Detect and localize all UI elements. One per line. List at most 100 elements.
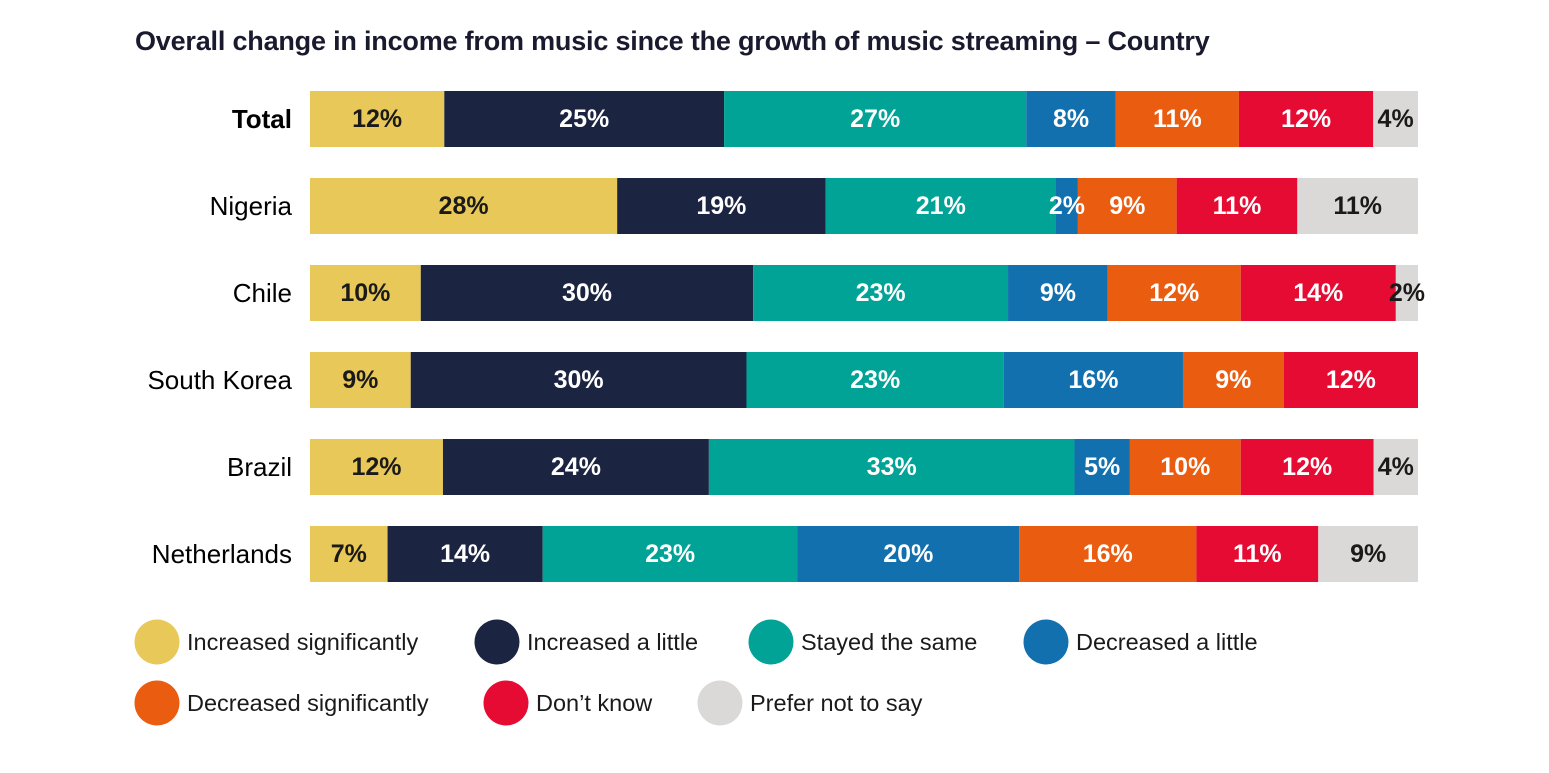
bar-segment-south-korea-don-t-know [1283,352,1418,408]
legend-label-don-t-know: Don’t know [536,690,653,716]
legend-label-increased-significantly: Increased significantly [187,629,418,655]
bar-segment-south-korea-increased-a-little [410,352,747,408]
labels-layer: Total 12% 25% 27% 8% 11% 12% 4% Nigeria 28% 19% 21%… [147,104,1425,569]
bar-segment-nigeria-decreased-a-little [1055,178,1078,234]
bar-segment-south-korea-stayed-the-same [746,352,1004,408]
legend-label-prefer-not-to-say: Prefer not to say [750,690,923,716]
data-label-nigeria-increased-significantly: 28% [439,192,489,220]
data-label-south-korea-decreased-a-little: 16% [1068,366,1118,394]
bar-segment-total-increased-a-little [444,91,725,147]
legend-label-decreased-a-little: Decreased a little [1076,629,1258,655]
bar-segment-nigeria-decreased-significantly [1077,178,1177,234]
legend-swatch-prefer-not-to-say [697,680,743,726]
bar-segment-brazil-increased-a-little [442,439,709,495]
data-label-chile-decreased-significantly: 12% [1149,279,1199,307]
legend-label-increased-a-little: Increased a little [527,629,698,655]
data-label-south-korea-increased-a-little: 30% [554,366,604,394]
legend-layer: Increased significantly Increased a littl… [134,619,1258,726]
legend-label-decreased-significantly: Decreased significantly [187,690,429,716]
bar-segment-brazil-prefer-not-to-say [1373,439,1418,495]
data-label-south-korea-stayed-the-same: 23% [850,366,900,394]
bar-segment-total-prefer-not-to-say [1373,91,1418,147]
data-label-netherlands-increased-a-little: 14% [440,540,490,568]
data-label-chile-stayed-the-same: 23% [856,279,906,307]
data-label-brazil-increased-significantly: 12% [351,453,401,481]
data-label-nigeria-decreased-a-little: 2% [1049,192,1085,220]
bar-segment-south-korea-increased-significantly [310,352,411,408]
bar-segment-brazil-stayed-the-same [708,439,1075,495]
data-label-total-don-t-know: 12% [1281,105,1331,133]
data-label-chile-prefer-not-to-say: 2% [1389,279,1425,307]
bar-segment-total-decreased-significantly [1115,91,1239,147]
row-label-brazil: Brazil [227,452,292,482]
data-label-brazil-decreased-significantly: 10% [1160,453,1210,481]
data-label-chile-increased-significantly: 10% [340,279,390,307]
bar-segment-brazil-don-t-know [1240,439,1374,495]
bar-segment-south-korea-decreased-a-little [1003,352,1183,408]
bar-segment-netherlands-don-t-know [1196,526,1319,582]
row-label-nigeria: Nigeria [210,191,293,221]
data-label-nigeria-increased-a-little: 19% [696,192,746,220]
legend-swatch-decreased-significantly [134,680,180,726]
row-label-total: Total [232,104,292,134]
bar-segment-chile-increased-a-little [420,265,754,321]
data-label-total-increased-a-little: 25% [559,105,609,133]
bar-segment-chile-prefer-not-to-say [1395,265,1418,321]
row-label-south-korea: South Korea [147,365,292,395]
bar-segment-nigeria-increased-a-little [617,178,826,234]
data-label-brazil-prefer-not-to-say: 4% [1378,453,1414,481]
bar-segment-brazil-decreased-a-little [1074,439,1130,495]
data-label-brazil-don-t-know: 12% [1282,453,1332,481]
bar-segment-south-korea-decreased-significantly [1182,352,1284,408]
data-label-brazil-decreased-a-little: 5% [1084,453,1120,481]
bar-segment-nigeria-stayed-the-same [825,178,1056,234]
data-label-chile-increased-a-little: 30% [562,279,612,307]
legend-swatch-decreased-a-little [1023,619,1069,665]
data-label-netherlands-decreased-significantly: 16% [1083,540,1133,568]
data-label-nigeria-prefer-not-to-say: 11% [1333,192,1382,220]
bars-layer [310,91,1418,582]
data-label-netherlands-increased-significantly: 7% [331,540,367,568]
data-label-chile-don-t-know: 14% [1293,279,1343,307]
data-label-nigeria-stayed-the-same: 21% [916,192,966,220]
bar-segment-brazil-decreased-significantly [1129,439,1241,495]
bar-segment-chile-stayed-the-same [753,265,1009,321]
bar-segment-nigeria-prefer-not-to-say [1297,178,1418,234]
bar-segment-chile-don-t-know [1240,265,1396,321]
bar-segment-netherlands-decreased-significantly [1019,526,1197,582]
data-label-south-korea-decreased-significantly: 9% [1215,366,1251,394]
bar-segment-nigeria-don-t-know [1176,178,1298,234]
data-label-netherlands-stayed-the-same: 23% [645,540,695,568]
legend-swatch-don-t-know [483,680,529,726]
bar-segment-netherlands-stayed-the-same [542,526,798,582]
data-label-total-prefer-not-to-say: 4% [1378,105,1414,133]
row-label-chile: Chile [233,278,292,308]
data-label-chile-decreased-a-little: 9% [1040,279,1076,307]
data-label-netherlands-prefer-not-to-say: 9% [1350,540,1386,568]
data-label-south-korea-increased-significantly: 9% [342,366,378,394]
bar-segment-brazil-increased-significantly [310,439,443,495]
data-label-south-korea-don-t-know: 12% [1326,366,1376,394]
data-label-total-decreased-a-little: 8% [1053,105,1089,133]
legend-swatch-increased-a-little [474,619,520,665]
bar-segment-nigeria-increased-significantly [310,178,618,234]
bar-segment-total-increased-significantly [310,91,445,147]
data-label-total-stayed-the-same: 27% [850,105,900,133]
legend-swatch-stayed-the-same [748,619,794,665]
data-label-total-decreased-significantly: 11% [1153,105,1202,133]
data-label-total-increased-significantly: 12% [352,105,402,133]
data-label-brazil-increased-a-little: 24% [551,453,601,481]
bar-segment-netherlands-prefer-not-to-say [1318,526,1418,582]
data-label-brazil-stayed-the-same: 33% [867,453,917,481]
bar-segment-total-decreased-a-little [1026,91,1116,147]
row-label-netherlands: Netherlands [152,539,292,569]
data-label-netherlands-decreased-a-little: 20% [883,540,933,568]
bar-segment-netherlands-decreased-a-little [797,526,1020,582]
data-label-nigeria-don-t-know: 11% [1213,192,1262,220]
bar-segment-chile-decreased-a-little [1008,265,1108,321]
bar-segment-netherlands-increased-significantly [310,526,388,582]
data-label-netherlands-don-t-know: 11% [1233,540,1282,568]
legend-label-stayed-the-same: Stayed the same [801,629,977,655]
bar-segment-chile-increased-significantly [310,265,421,321]
